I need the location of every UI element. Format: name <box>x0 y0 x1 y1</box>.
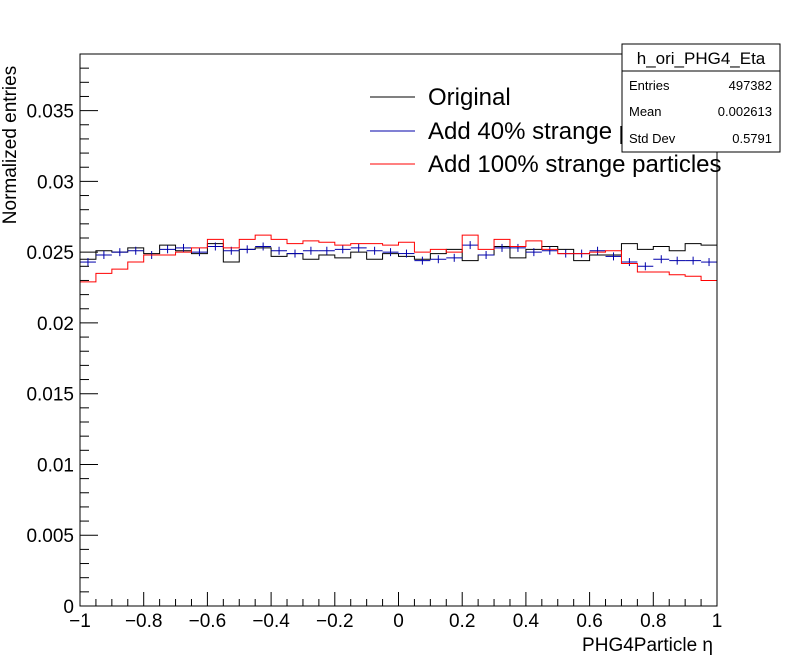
stats-stddev-value: 0.5791 <box>732 131 772 146</box>
series-1-data-point <box>494 243 510 252</box>
series-1-data-point <box>127 246 144 255</box>
x-tick-label: −0.2 <box>316 611 354 632</box>
y-tick-label: 0.025 <box>26 243 74 264</box>
legend-label-add-100: Add 100% strange particles <box>428 151 722 178</box>
x-tick-label: −0.8 <box>125 611 163 632</box>
series-1-data-point <box>318 246 335 255</box>
legend-label-original: Original <box>428 84 511 111</box>
x-tick-label: 0.6 <box>576 611 602 632</box>
series-1-data-point <box>159 245 176 254</box>
series-1-data-point <box>430 255 447 264</box>
y-tick-label: 0.02 <box>37 314 74 335</box>
series-1-data-point <box>207 242 224 251</box>
series-1-data-point <box>175 243 192 252</box>
series-1-data-point <box>255 242 272 251</box>
series-1-data-point <box>350 243 367 252</box>
series-1-data-point <box>80 258 96 267</box>
series-1-data-point <box>239 245 256 254</box>
series-1-data-point <box>621 258 638 267</box>
stats-box-frame <box>621 43 781 153</box>
y-tick-label: 0.035 <box>26 102 74 123</box>
series-1-data-point <box>366 246 383 255</box>
stats-entries-value: 497382 <box>729 78 772 93</box>
series-1-data-point <box>334 245 351 254</box>
series-1-data-point <box>271 246 288 255</box>
series-1-data-point <box>462 241 479 250</box>
x-tick-label: −0.6 <box>189 611 227 632</box>
series-1-data-point <box>446 253 463 262</box>
series-1-data-point <box>669 256 686 265</box>
x-tick-label: 1 <box>712 611 723 632</box>
x-axis-title: PHG4Particle η <box>582 635 713 656</box>
series-1-data-point <box>541 246 558 255</box>
stats-entries-label: Entries <box>629 78 670 93</box>
series-1-data-point <box>382 248 399 257</box>
series-1-data-point <box>637 262 654 271</box>
y-tick-label: 0.015 <box>26 385 74 406</box>
x-tick-label: −1 <box>69 611 91 632</box>
series-1-data-point <box>191 248 208 257</box>
series-1-data-point <box>605 252 622 261</box>
x-tick-label: 0 <box>393 611 404 632</box>
y-tick-label: 0.005 <box>26 526 74 547</box>
y-axis-title: Normalized entries <box>0 66 21 224</box>
series-1-data-point <box>287 249 303 258</box>
x-tick-label: 0.8 <box>640 611 666 632</box>
series-1-data-point <box>302 246 319 255</box>
series-1-data-point <box>685 256 702 265</box>
stats-mean-value: 0.002613 <box>718 104 772 119</box>
stats-mean-label: Mean <box>629 104 662 119</box>
series-1-data-point <box>398 249 415 258</box>
series-1-data-point <box>95 250 112 259</box>
ticks-layer: −1 −0.8 −0.6 −0.4 −0.2 0 0.2 0.4 0.6 0.8 1 0 0.005 0.… <box>26 67 723 632</box>
legend: Original Add 40% strange particles Add 1… <box>370 84 722 178</box>
stats-box-title: h_ori_PHG4_Eta <box>637 49 766 68</box>
x-tick-label: 0.2 <box>449 611 475 632</box>
x-tick-label: −0.4 <box>252 611 290 632</box>
series-1-data-point <box>414 256 431 265</box>
y-tick-label: 0.01 <box>37 455 74 476</box>
series-1-data-point <box>111 248 128 257</box>
x-tick-label: 0.4 <box>513 611 540 632</box>
series-layer <box>80 234 718 606</box>
series-2-histogram-line <box>80 234 718 606</box>
series-1-data-point <box>509 243 526 252</box>
y-tick-label: 0 <box>63 597 74 618</box>
series-1-data-point <box>701 258 717 267</box>
series-1-data-point <box>525 248 542 257</box>
stats-stddev-label: Std Dev <box>629 131 676 146</box>
y-tick-label: 0.03 <box>37 172 74 193</box>
series-1-data-point <box>589 246 606 255</box>
stats-box: h_ori_PHG4_Eta Entries 497382 Mean 0.002… <box>621 43 781 153</box>
series-1-data-point <box>653 255 670 264</box>
series-1-data-point <box>478 250 495 259</box>
